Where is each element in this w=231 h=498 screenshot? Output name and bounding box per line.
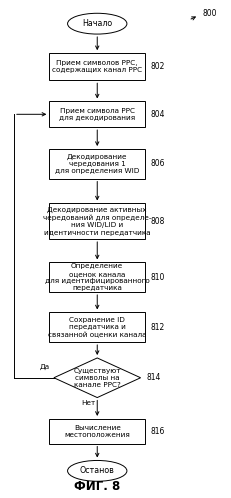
Text: Да: Да	[39, 364, 49, 371]
Bar	[49, 53, 145, 80]
Text: 804: 804	[151, 110, 165, 119]
Text: 808: 808	[151, 217, 165, 226]
Text: ФИГ. 8: ФИГ. 8	[74, 480, 120, 493]
Text: 810: 810	[151, 273, 165, 282]
Text: 806: 806	[151, 159, 165, 168]
Bar	[49, 204, 145, 239]
Text: Прием символов PPC,
содержащих канал PPC: Прием символов PPC, содержащих канал PPC	[52, 60, 142, 73]
Text: 812: 812	[151, 323, 165, 332]
Text: Прием символа PPC
для декодирования: Прием символа PPC для декодирования	[59, 108, 135, 121]
Text: Останов: Останов	[80, 466, 115, 476]
Text: Сохранение ID
передатчика и
связанной оценки канала: Сохранение ID передатчика и связанной оц…	[48, 317, 146, 338]
Text: Начало: Начало	[82, 19, 112, 28]
Text: Нет: Нет	[81, 400, 95, 406]
Bar	[49, 149, 145, 179]
Text: 814: 814	[146, 374, 161, 382]
Text: 802: 802	[151, 62, 165, 71]
Text: Определение
оценок канала
для идентифицированного
передатчика: Определение оценок канала для идентифици…	[45, 263, 150, 291]
Bar	[49, 102, 145, 127]
Text: Декодирование
чередования 1
для определения WID: Декодирование чередования 1 для определе…	[55, 153, 140, 174]
Text: Декодирование активных
чередований для определе-
ния WID/LID и
идентичности пере: Декодирование активных чередований для о…	[43, 207, 152, 236]
Text: Существуют
символы на
канале PPC?: Существуют символы на канале PPC?	[73, 368, 121, 388]
Text: 816: 816	[151, 427, 165, 436]
Bar	[49, 312, 145, 342]
Text: Вычисление
местоположения: Вычисление местоположения	[64, 425, 130, 438]
Text: 800: 800	[202, 9, 217, 18]
Bar	[49, 262, 145, 292]
Bar	[49, 419, 145, 444]
